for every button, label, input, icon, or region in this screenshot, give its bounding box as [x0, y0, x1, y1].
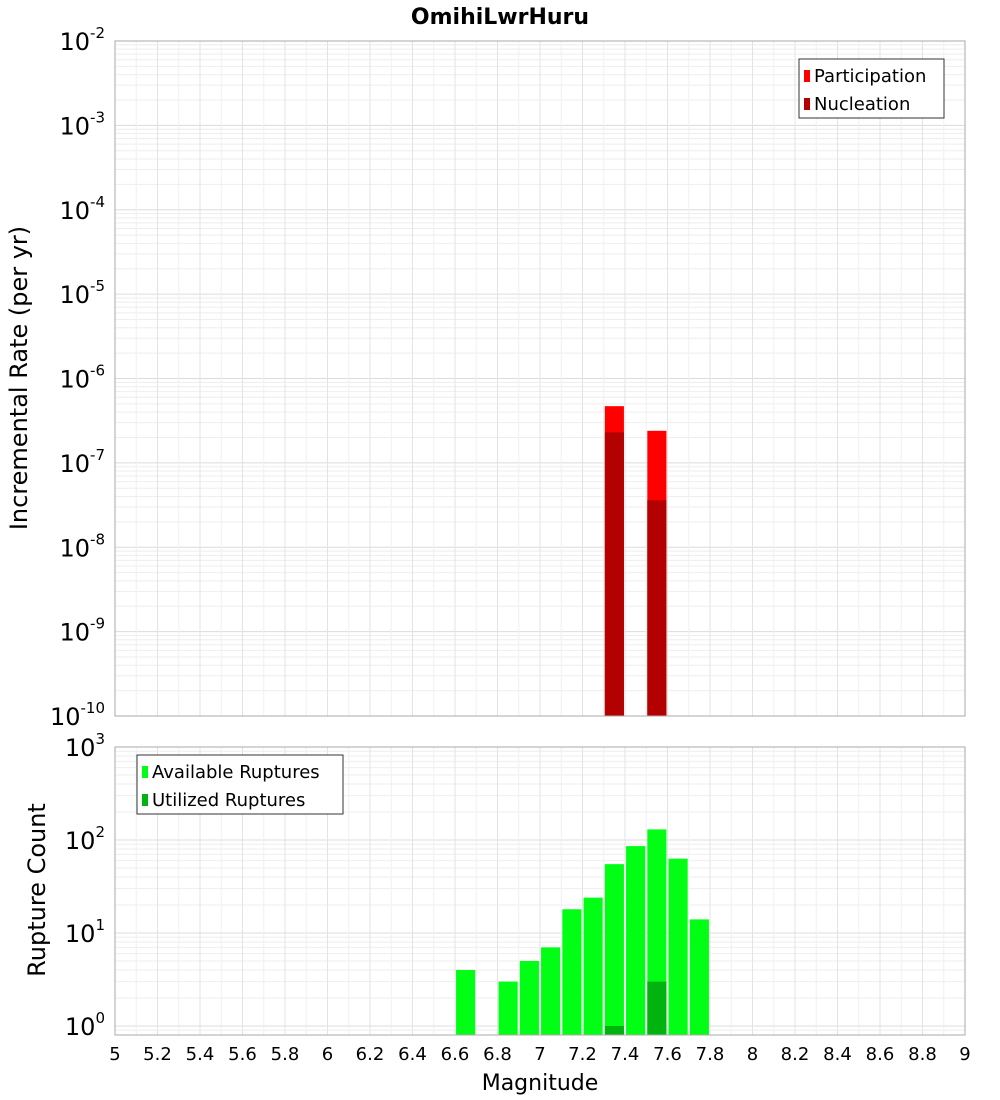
- bar-available-ruptures: [668, 858, 688, 1035]
- bar-nucleation: [647, 500, 667, 716]
- y-tick-base: 10: [59, 366, 90, 394]
- x-tick-label: 8.4: [823, 1044, 852, 1065]
- y-tick-exponent: -3: [90, 108, 105, 126]
- x-tick-label: 9: [959, 1044, 970, 1065]
- x-tick-label: 7.6: [653, 1044, 682, 1065]
- x-tick-label: 7.8: [696, 1044, 725, 1065]
- x-tick-label: 5.2: [143, 1044, 172, 1065]
- y-tick-exponent: 3: [95, 730, 105, 748]
- y-tick-label: 10-9: [59, 615, 105, 647]
- y-tick-base: 10: [59, 619, 90, 647]
- legend-label: Utilized Ruptures: [152, 790, 305, 811]
- y-tick-base: 10: [59, 28, 90, 56]
- bar-available-ruptures: [541, 947, 561, 1035]
- y-tick-label: 10-2: [59, 24, 105, 56]
- legend-box: [136, 754, 344, 815]
- y-tick-label: 10-6: [59, 362, 105, 394]
- bar-utilized-ruptures: [647, 981, 667, 1035]
- legend-swatch: [142, 794, 148, 806]
- y-tick-label: 10-8: [59, 530, 105, 562]
- rate-plot: 10-1010-910-810-710-610-510-410-310-2Par…: [50, 24, 966, 731]
- y-tick-base: 10: [65, 920, 96, 948]
- legend-box: [798, 58, 945, 119]
- bar-utilized-ruptures: [604, 1025, 624, 1035]
- y-tick-label: 102: [65, 823, 105, 855]
- x-tick-label: 6.2: [356, 1044, 385, 1065]
- x-tick-label: 8.2: [781, 1044, 810, 1065]
- y-tick-label: 10-3: [59, 108, 105, 140]
- y-tick-exponent: -10: [81, 699, 106, 717]
- x-tick-label: 7.4: [611, 1044, 640, 1065]
- y-tick-exponent: 0: [95, 1009, 105, 1027]
- bar-available-ruptures: [583, 897, 603, 1035]
- bar-available-ruptures: [604, 864, 624, 1035]
- y-tick-exponent: 2: [95, 823, 105, 841]
- y-tick-base: 10: [59, 534, 90, 562]
- bar-available-ruptures: [519, 960, 539, 1035]
- y-tick-base: 10: [50, 703, 81, 731]
- y-tick-base: 10: [59, 281, 90, 309]
- x-axis-label: Magnitude: [482, 1071, 599, 1096]
- y-tick-base: 10: [65, 734, 96, 762]
- y-tick-label: 10-10: [50, 699, 105, 731]
- x-tick-label: 8: [747, 1044, 758, 1065]
- x-tick-label: 5: [109, 1044, 120, 1065]
- y-tick-label: 100: [65, 1009, 105, 1041]
- legend-swatch: [804, 70, 810, 82]
- x-tick-label: 5.4: [186, 1044, 215, 1065]
- y-tick-exponent: -5: [90, 277, 105, 295]
- y-tick-base: 10: [65, 827, 96, 855]
- bar-available-ruptures: [562, 909, 582, 1035]
- y-tick-exponent: -4: [90, 193, 105, 211]
- x-tick-label: 6.6: [441, 1044, 470, 1065]
- x-tick-label: 5.8: [271, 1044, 300, 1065]
- top-y-axis-label: Incremental Rate (per yr): [5, 226, 33, 530]
- y-tick-label: 10-7: [59, 446, 105, 478]
- x-tick-label: 5.6: [228, 1044, 257, 1065]
- y-tick-label: 10-4: [59, 193, 105, 225]
- y-tick-base: 10: [59, 197, 90, 225]
- x-tick-label: 8.8: [908, 1044, 937, 1065]
- y-tick-base: 10: [59, 112, 90, 140]
- bar-available-ruptures: [689, 919, 709, 1035]
- y-tick-exponent: -2: [90, 24, 105, 42]
- y-tick-base: 10: [65, 1013, 96, 1041]
- y-tick-exponent: -9: [90, 615, 105, 633]
- chart-title: OmihiLwrHuru: [411, 5, 589, 30]
- plot-frame: [114, 746, 966, 1036]
- plot-frame: [114, 40, 966, 717]
- y-tick-label: 10-5: [59, 277, 105, 309]
- y-tick-exponent: -7: [90, 446, 105, 464]
- legend-swatch: [142, 766, 148, 778]
- x-tick-label: 8.6: [866, 1044, 895, 1065]
- legend-label: Participation: [814, 66, 926, 87]
- y-tick-label: 103: [65, 730, 105, 762]
- legend-label: Nucleation: [814, 94, 910, 115]
- y-tick-exponent: -6: [90, 362, 105, 380]
- bar-available-ruptures: [626, 846, 646, 1035]
- x-tick-label: 7.2: [568, 1044, 597, 1065]
- bar-nucleation: [604, 432, 624, 716]
- y-tick-base: 10: [59, 450, 90, 478]
- y-tick-exponent: -8: [90, 530, 105, 548]
- x-tick-label: 6.4: [398, 1044, 427, 1065]
- bar-available-ruptures: [498, 981, 518, 1035]
- legend-swatch: [804, 98, 810, 110]
- y-tick-label: 101: [65, 916, 105, 948]
- x-tick-label: 6: [322, 1044, 333, 1065]
- x-tick-label: 7: [534, 1044, 545, 1065]
- x-tick-label: 6.8: [483, 1044, 512, 1065]
- bottom-y-axis-label: Rupture Count: [23, 803, 51, 977]
- bar-available-ruptures: [456, 969, 476, 1035]
- legend-label: Available Ruptures: [152, 762, 320, 783]
- y-tick-exponent: 1: [95, 916, 105, 934]
